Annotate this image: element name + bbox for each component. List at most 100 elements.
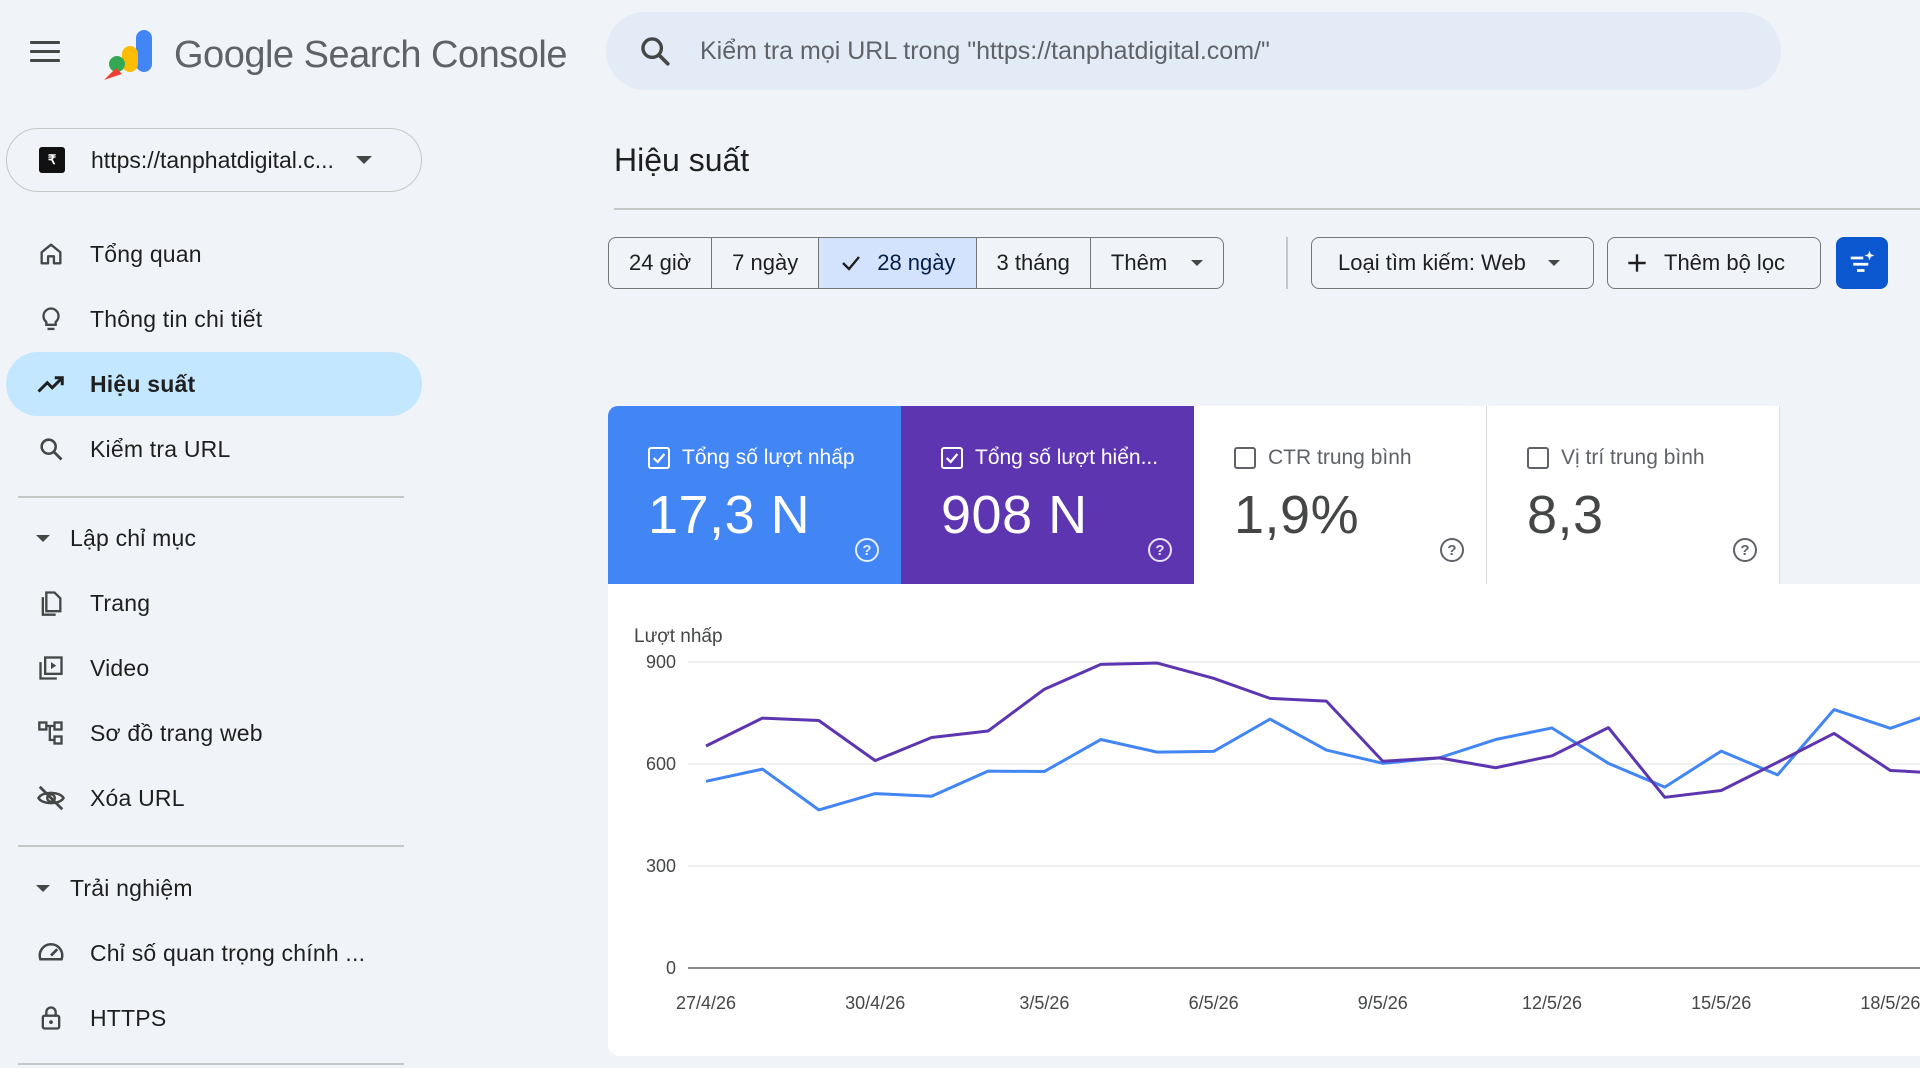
search-input[interactable] bbox=[700, 36, 1700, 66]
x-tick-label: 3/5/26 bbox=[1019, 993, 1069, 1013]
metric-label: Tổng số lượt hiển... bbox=[975, 446, 1159, 469]
x-tick-label: 6/5/26 bbox=[1189, 993, 1239, 1013]
nav-label: Trang bbox=[90, 589, 151, 616]
option-label: 28 ngày bbox=[877, 250, 956, 275]
app-title: Google Search Console bbox=[174, 34, 567, 76]
metric-card-position[interactable]: Vị trí trung bình 8,3 ? bbox=[1487, 406, 1780, 584]
eye-off-icon bbox=[36, 783, 66, 813]
metric-card-clicks[interactable]: Tổng số lượt nhấp 17,3 N ? bbox=[608, 406, 901, 584]
date-range-7d[interactable]: 7 ngày bbox=[712, 238, 820, 288]
x-tick-label: 27/4/26 bbox=[676, 993, 736, 1013]
nav-item-url-inspection[interactable]: Kiểm tra URL bbox=[6, 417, 422, 481]
section-label: Trải nghiệm bbox=[70, 875, 193, 901]
x-tick-label: 15/5/26 bbox=[1691, 993, 1751, 1013]
speed-gauge-icon bbox=[36, 938, 66, 968]
option-label: Thêm bbox=[1110, 250, 1168, 275]
add-filter-label: Thêm bộ lọc bbox=[1664, 250, 1786, 275]
check-icon bbox=[842, 256, 861, 271]
section-experience[interactable]: Trải nghiệm bbox=[36, 875, 193, 902]
option-label: 24 giờ bbox=[629, 250, 692, 275]
property-url: https://tanphatdigital.c... bbox=[91, 146, 334, 173]
date-range-more[interactable]: Thêm bbox=[1091, 238, 1223, 288]
dropdown-arrow-icon bbox=[355, 156, 372, 164]
video-library-icon bbox=[36, 653, 66, 683]
nav-label: Xóa URL bbox=[90, 784, 185, 811]
sidebar-divider bbox=[18, 1063, 404, 1065]
date-range-28d[interactable]: 28 ngày bbox=[819, 238, 977, 288]
filter-sparkle-icon bbox=[1850, 250, 1875, 272]
y-tick-label: 300 bbox=[646, 856, 676, 876]
search-console-logo bbox=[104, 30, 152, 80]
title-divider bbox=[614, 208, 1920, 210]
main-menu-button[interactable] bbox=[30, 36, 70, 68]
nav-item-https[interactable]: HTTPS bbox=[6, 986, 422, 1050]
pages-icon bbox=[36, 588, 66, 618]
nav-item-insights[interactable]: Thông tin chi tiết bbox=[6, 287, 422, 351]
x-tick-label: 18/5/26 bbox=[1860, 993, 1920, 1013]
sidebar-divider bbox=[18, 496, 404, 498]
nav-label: Kiểm tra URL bbox=[90, 435, 231, 462]
option-label: 3 tháng bbox=[996, 250, 1070, 275]
metric-label: Vị trí trung bình bbox=[1561, 446, 1705, 469]
home-icon bbox=[36, 239, 66, 269]
x-tick-label: 30/4/26 bbox=[845, 993, 905, 1013]
nav-item-removals[interactable]: Xóa URL bbox=[6, 766, 422, 830]
nav-item-core-web-vitals[interactable]: Chỉ số quan trọng chính ... bbox=[6, 921, 422, 985]
section-indexing[interactable]: Lập chỉ mục bbox=[36, 525, 196, 552]
date-range-24h[interactable]: 24 giờ bbox=[609, 238, 713, 288]
x-tick-label: 9/5/26 bbox=[1358, 993, 1408, 1013]
metric-value: 908 N bbox=[941, 485, 1088, 545]
help-icon[interactable]: ? bbox=[1733, 538, 1757, 562]
help-icon[interactable]: ? bbox=[1148, 538, 1172, 562]
clicks-series-line bbox=[705, 708, 1920, 812]
nav-item-sitemaps[interactable]: Sơ đồ trang web bbox=[6, 701, 422, 765]
nav-label: Hiệu suất bbox=[90, 370, 196, 397]
search-icon bbox=[36, 434, 66, 464]
sitemap-icon bbox=[36, 718, 66, 748]
date-range-3m[interactable]: 3 tháng bbox=[977, 238, 1091, 288]
help-icon[interactable]: ? bbox=[1440, 538, 1464, 562]
metric-value: 17,3 N bbox=[648, 485, 811, 545]
search-type-dropdown[interactable]: Loại tìm kiếm: Web bbox=[1311, 237, 1594, 289]
lightbulb-icon bbox=[36, 304, 66, 334]
property-selector[interactable]: ₹ https://tanphatdigital.c... bbox=[6, 128, 422, 192]
x-tick-label: 12/5/26 bbox=[1522, 993, 1582, 1013]
search-type-label: Loại tìm kiếm: Web bbox=[1338, 250, 1526, 275]
checkbox-checked-icon bbox=[941, 447, 963, 469]
sidebar-divider bbox=[18, 845, 404, 847]
filter-settings-button[interactable] bbox=[1836, 237, 1888, 289]
nav-item-performance[interactable]: Hiệu suất bbox=[6, 352, 422, 416]
metric-label: Tổng số lượt nhấp bbox=[682, 446, 855, 469]
nav-item-pages[interactable]: Trang bbox=[6, 571, 422, 635]
y-tick-label: 600 bbox=[646, 754, 676, 774]
performance-chart-panel: Lượt nhấp 0 300 600 900 27/4/26 30/4/26 3/5/2… bbox=[608, 584, 1920, 1056]
nav-label: Sơ đồ trang web bbox=[90, 719, 263, 746]
y-tick-label: 900 bbox=[646, 652, 676, 672]
add-filter-button[interactable]: Thêm bộ lọc bbox=[1607, 237, 1821, 289]
nav-label: Chỉ số quan trọng chính ... bbox=[90, 939, 366, 966]
nav-item-video[interactable]: Video bbox=[6, 636, 422, 700]
y-axis-title: Lượt nhấp bbox=[634, 626, 723, 647]
plus-icon bbox=[1628, 254, 1646, 272]
nav-item-overview[interactable]: Tổng quan bbox=[6, 222, 422, 286]
y-tick-label: 0 bbox=[666, 958, 676, 978]
lock-icon bbox=[36, 1003, 66, 1033]
metric-card-ctr[interactable]: CTR trung bình 1,9% ? bbox=[1194, 406, 1487, 584]
impressions-series-line bbox=[705, 661, 1920, 799]
collapse-arrow-icon bbox=[36, 535, 50, 542]
checkbox-unchecked-icon bbox=[1234, 447, 1256, 469]
checkbox-checked-icon bbox=[648, 447, 670, 469]
nav-label: Video bbox=[90, 654, 150, 681]
help-icon[interactable]: ? bbox=[855, 538, 879, 562]
dropdown-arrow-icon bbox=[1191, 260, 1204, 266]
page-title: Hiệu suất bbox=[614, 142, 750, 178]
toolbar-separator bbox=[1286, 237, 1288, 289]
url-inspection-search[interactable] bbox=[606, 12, 1781, 90]
metric-label: CTR trung bình bbox=[1268, 446, 1412, 469]
date-range-selector[interactable]: 24 giờ 7 ngày 28 ngày 3 tháng Thêm bbox=[608, 237, 1225, 289]
performance-line-chart: Lượt nhấp 0 300 600 900 27/4/26 30/4/26 3/5/2… bbox=[634, 626, 1920, 1013]
metric-value: 1,9% bbox=[1234, 485, 1360, 545]
metric-card-impressions[interactable]: Tổng số lượt hiển... 908 N ? bbox=[901, 406, 1194, 584]
nav-label: HTTPS bbox=[90, 1004, 167, 1031]
trending-up-icon bbox=[36, 369, 66, 399]
